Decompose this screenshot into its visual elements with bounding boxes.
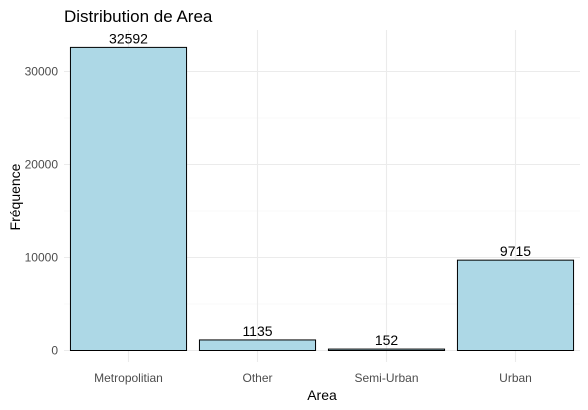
x-tick-label: Urban [499, 371, 532, 385]
data-label: 152 [375, 332, 399, 348]
data-label: 32592 [109, 30, 148, 46]
data-label: 1135 [242, 323, 272, 339]
y-tick-label: 0 [51, 344, 58, 358]
x-axis-ticks: Metropolitian Other Semi-Urban Urban [94, 371, 532, 385]
x-tick-label: Other [242, 371, 272, 385]
data-labels: 32592 1135 152 9715 [109, 30, 531, 348]
y-axis-title: Fréquence [7, 163, 23, 230]
bars [69, 46, 575, 352]
bar-urban [456, 259, 575, 352]
x-tick-label: Metropolitian [94, 371, 163, 385]
x-axis-title: Area [307, 387, 337, 403]
chart-title: Distribution de Area [64, 7, 213, 26]
bar-other [198, 339, 317, 351]
bar-semi-urban [327, 348, 446, 351]
bar-metropolitian [69, 46, 188, 351]
x-tick-label: Semi-Urban [354, 371, 418, 385]
y-tick-label: 20000 [25, 158, 59, 172]
y-tick-label: 30000 [25, 65, 59, 79]
y-tick-label: 10000 [25, 251, 59, 265]
y-axis-ticks: 0 10000 20000 30000 [25, 65, 59, 358]
data-label: 9715 [500, 243, 531, 259]
